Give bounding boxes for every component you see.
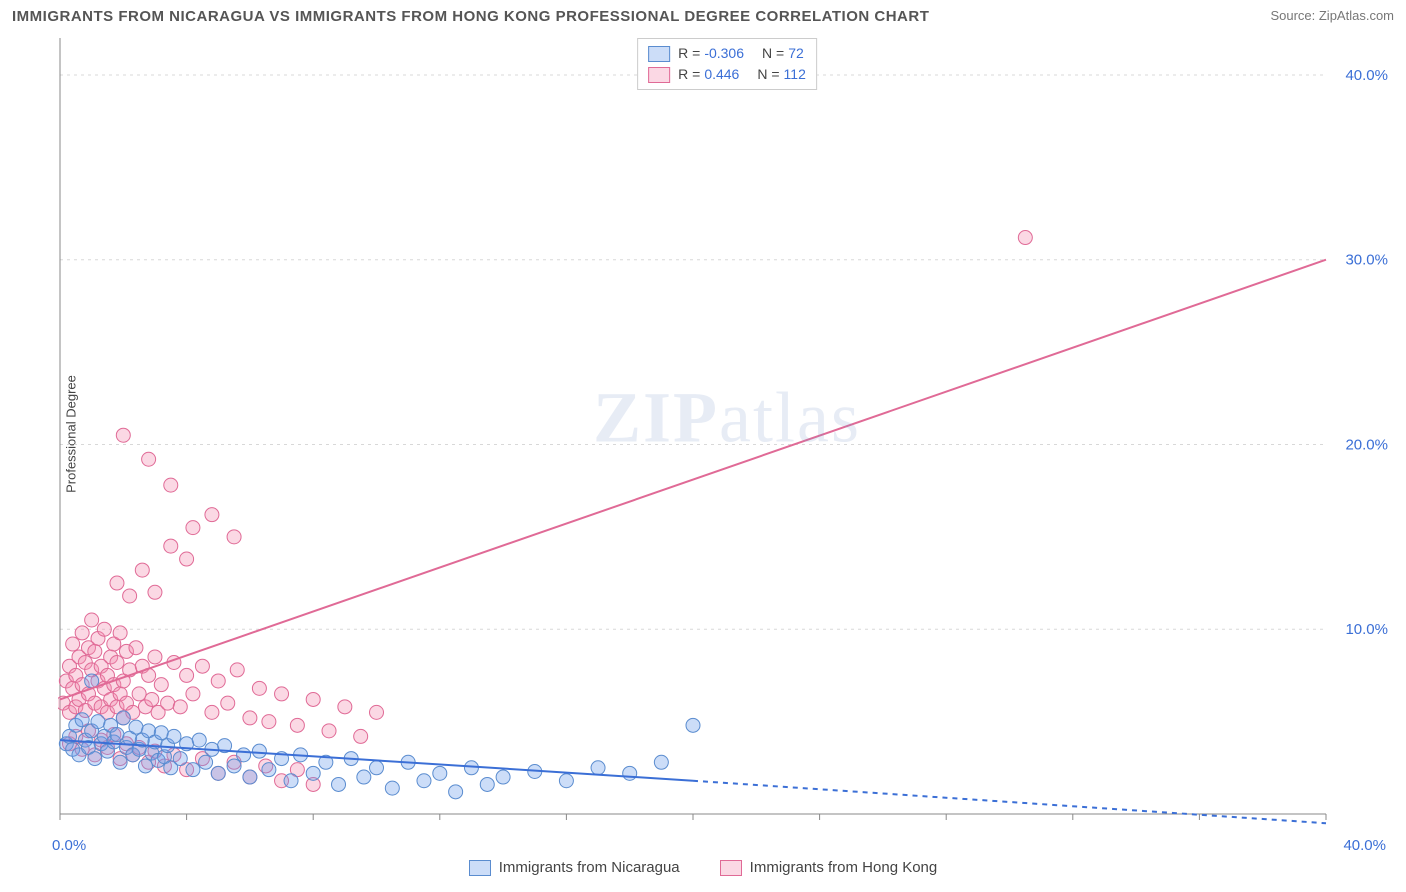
- svg-text:40.0%: 40.0%: [1345, 67, 1388, 84]
- legend-stat-row: R =0.446 N =112: [648, 64, 806, 85]
- legend-r-label: R =-0.306: [678, 43, 744, 64]
- legend-n-label: N =112: [757, 64, 806, 85]
- legend-swatch: [648, 67, 670, 83]
- svg-text:10.0%: 10.0%: [1345, 621, 1388, 638]
- svg-text:30.0%: 30.0%: [1345, 252, 1388, 269]
- legend-stat-row: R =-0.306 N =72: [648, 43, 806, 64]
- legend-swatch: [720, 860, 742, 876]
- svg-text:20.0%: 20.0%: [1345, 436, 1388, 453]
- legend-swatch: [469, 860, 491, 876]
- legend-series-item: Immigrants from Nicaragua: [469, 859, 680, 876]
- legend-stats: R =-0.306 N =72 R =0.446 N =112: [637, 38, 817, 90]
- legend-series-item: Immigrants from Hong Kong: [720, 859, 938, 876]
- chart-svg: 10.0% 20.0% 30.0% 40.0%: [58, 36, 1396, 832]
- x-axis-max-label: 40.0%: [1343, 837, 1386, 854]
- plot-region: 10.0%20.0%30.0%40.0% ZIPatlas R =-0.306N…: [58, 36, 1396, 832]
- legend-n-label: N =72: [762, 43, 804, 64]
- x-axis-min-label: 0.0%: [52, 837, 86, 854]
- legend-swatch: [648, 46, 670, 62]
- chart-title: IMMIGRANTS FROM NICARAGUA VS IMMIGRANTS …: [12, 8, 929, 25]
- legend-series-label: Immigrants from Hong Kong: [750, 859, 938, 876]
- legend-r-label: R =0.446: [678, 64, 739, 85]
- chart-area: Professional Degree 10.0%20.0%30.0%40.0%…: [30, 36, 1396, 832]
- legend-series-label: Immigrants from Nicaragua: [499, 859, 680, 876]
- legend-series: Immigrants from Nicaragua Immigrants from…: [0, 859, 1406, 876]
- chart-source: Source: ZipAtlas.com: [1270, 8, 1394, 23]
